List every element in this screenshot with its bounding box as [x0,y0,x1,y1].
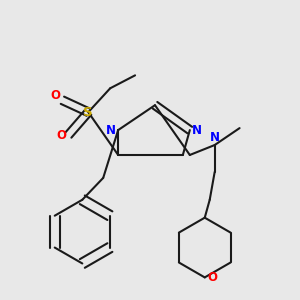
Text: O: O [50,89,60,102]
Text: O: O [56,129,66,142]
Text: N: N [192,124,202,136]
Text: O: O [208,271,218,284]
Text: N: N [210,130,220,144]
Text: N: N [106,124,116,136]
Text: S: S [83,106,93,119]
